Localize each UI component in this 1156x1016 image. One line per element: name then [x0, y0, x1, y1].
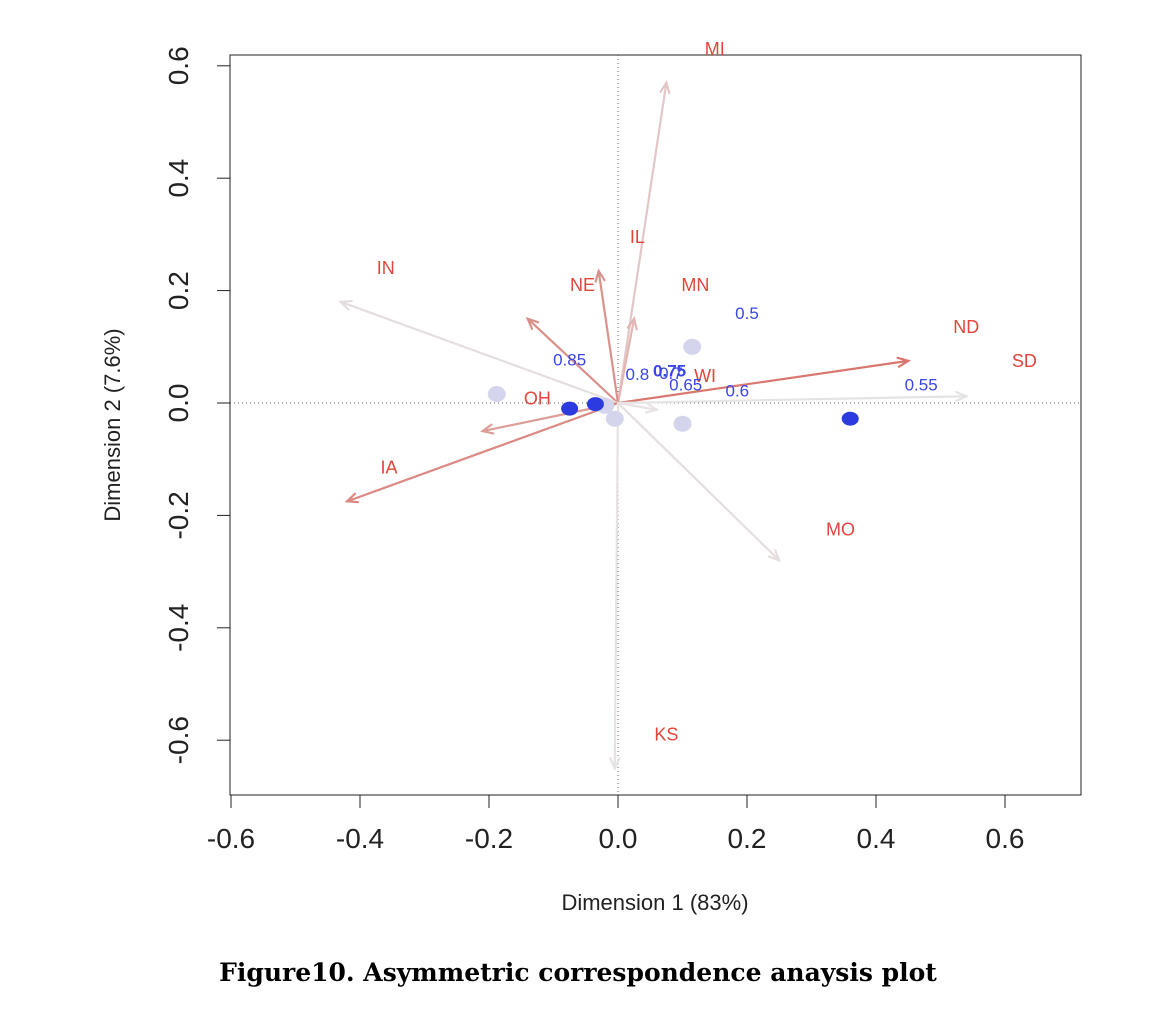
arrow-shaft — [346, 401, 620, 503]
threshold-point — [487, 386, 506, 403]
y-tick-label: 0.0 — [163, 384, 194, 423]
x-tick-label: 0.2 — [728, 823, 767, 854]
threshold-label: 0.7 — [659, 364, 683, 383]
y-axis: -0.6 -0.4 -0.2 0.0 0.2 0.4 0.6 — [163, 46, 231, 764]
arrow-head — [479, 423, 495, 435]
threshold-label: 0.65 — [669, 375, 702, 394]
arrow-head — [338, 299, 353, 311]
y-tick-label: -0.6 — [163, 716, 194, 764]
state-label: IN — [377, 258, 395, 278]
arrow-layer — [338, 79, 969, 771]
x-tick-label: 0.6 — [986, 823, 1025, 854]
arrow-shaft — [339, 300, 620, 405]
figure-caption: Figure10. Asymmetric correspondence anay… — [219, 958, 937, 987]
correspondence-analysis-plot: -0.6 -0.4 -0.2 0.0 0.2 0.4 0.6 -0.6 -0.4 -0.2 0.0… — [100, 39, 1082, 915]
threshold-point — [561, 401, 579, 416]
x-tick-label: -0.6 — [207, 823, 255, 854]
arrow-head — [767, 549, 782, 563]
state-label: MN — [681, 275, 709, 295]
arrow-shaft — [616, 359, 910, 405]
state-label: IA — [381, 458, 398, 478]
threshold-label: 0.75 — [653, 361, 686, 380]
arrow-head — [626, 316, 638, 331]
threshold-point — [683, 338, 702, 355]
x-axis: -0.6 -0.4 -0.2 0.0 0.2 0.4 0.6 — [207, 794, 1025, 854]
state-label: ND — [953, 317, 979, 337]
plot-frame — [229, 54, 1082, 796]
x-tick-label: 0.0 — [599, 823, 638, 854]
arrow-head — [344, 492, 360, 504]
y-tick-label: -0.4 — [163, 604, 194, 652]
arrow-shaft — [613, 401, 620, 770]
y-tick-label: 0.4 — [163, 159, 194, 198]
threshold-label: 0.5 — [735, 304, 759, 323]
arrow-head — [896, 356, 911, 368]
state-label: KS — [654, 725, 678, 745]
x-tick-label: -0.4 — [336, 823, 384, 854]
arrow-shaft — [616, 81, 668, 405]
threshold-point — [841, 411, 859, 426]
arrow-head — [609, 757, 621, 771]
x-tick-label: -0.2 — [465, 823, 513, 854]
y-tick-label: -0.2 — [163, 491, 194, 539]
y-axis-title: Dimension 2 (7.6%) — [100, 328, 125, 521]
state-label: MI — [705, 39, 725, 59]
arrow-shaft — [597, 269, 620, 405]
point-layer — [487, 338, 859, 432]
x-tick-label: 0.4 — [857, 823, 896, 854]
state-label: MO — [826, 519, 855, 539]
threshold-label: 0.8 — [626, 365, 650, 384]
state-label: IL — [630, 227, 645, 247]
arrow-shaft — [616, 401, 658, 411]
y-tick-label: 0.2 — [163, 271, 194, 310]
reference-lines — [230, 55, 1081, 795]
threshold-label: 0.55 — [905, 375, 938, 394]
threshold-label: 0.85 — [553, 351, 586, 370]
threshold-point — [605, 410, 624, 427]
arrow-shaft — [616, 401, 781, 562]
threshold-label: 0.6 — [726, 382, 750, 401]
state-label: WI — [694, 366, 716, 386]
arrow-shaft — [616, 395, 968, 405]
arrow-shaft — [616, 317, 636, 405]
state-label: NE — [570, 275, 595, 295]
arrow-head — [659, 79, 671, 95]
arrow-shaft — [526, 317, 620, 405]
y-tick-label: 0.6 — [163, 46, 194, 85]
threshold-point — [586, 397, 604, 412]
x-axis-title: Dimension 1 (83%) — [561, 890, 748, 915]
arrow-head — [525, 316, 540, 330]
arrow-head — [644, 402, 660, 414]
state-label: OH — [524, 389, 551, 409]
arrow-head — [955, 390, 969, 403]
state-label: SD — [1012, 351, 1037, 371]
arrow-head — [594, 268, 606, 283]
threshold-point — [673, 415, 692, 432]
